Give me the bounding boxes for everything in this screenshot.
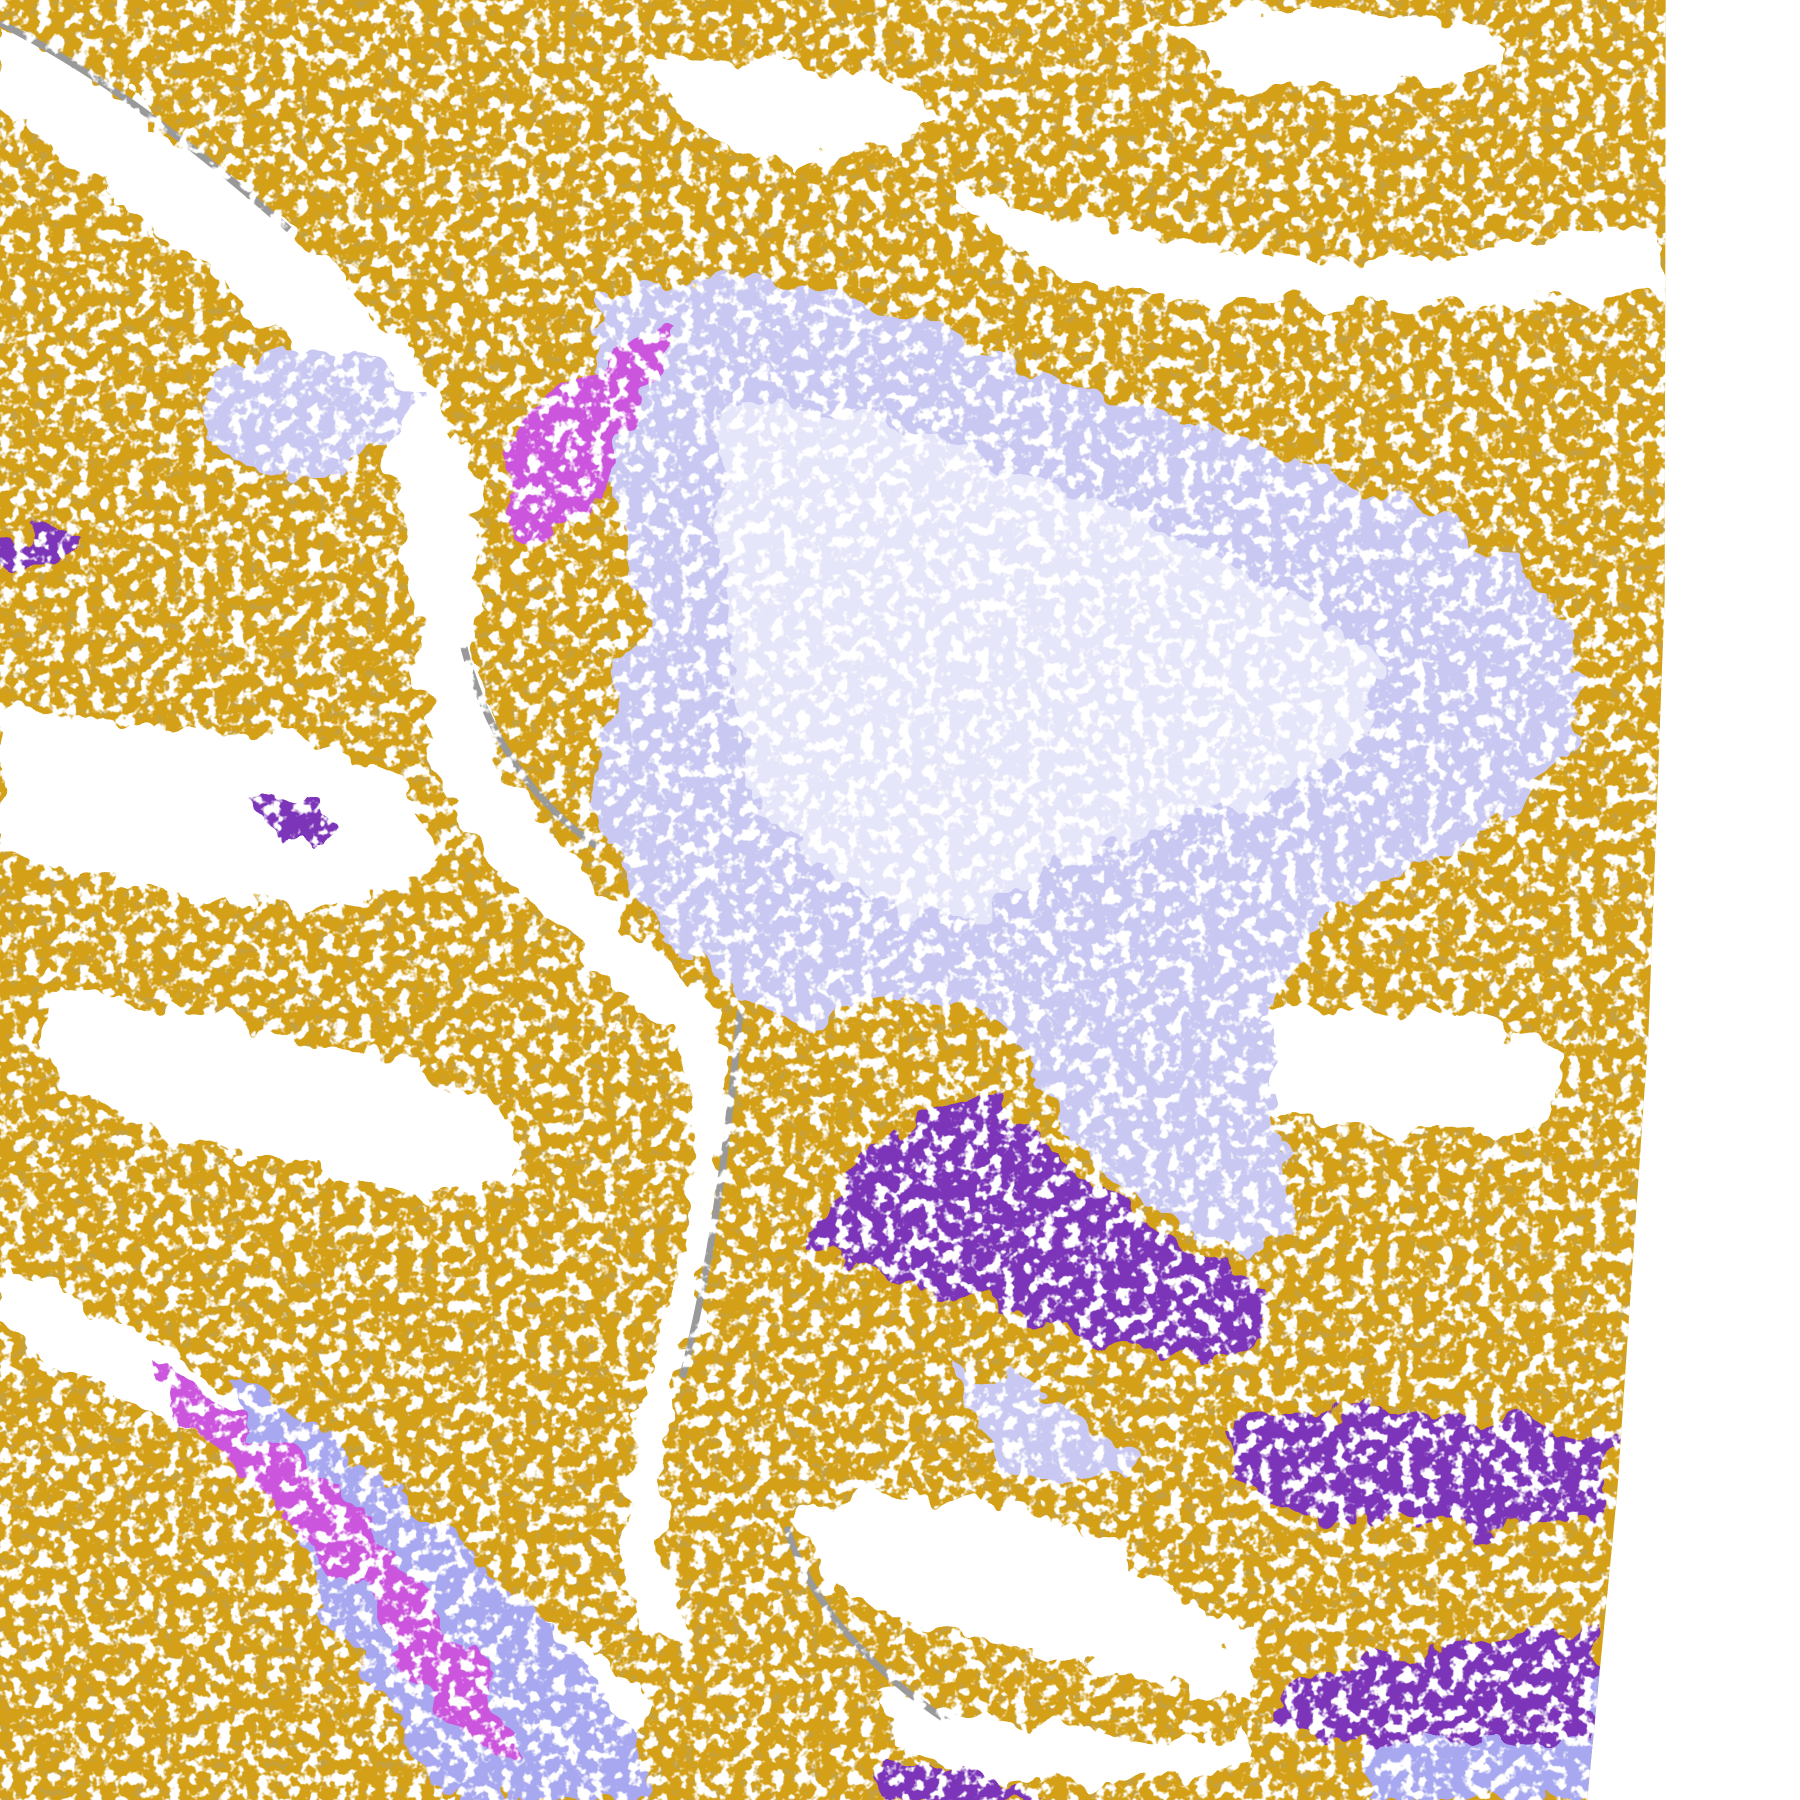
satellite-image	[0, 0, 1666, 1800]
white-speckle	[0, 0, 1666, 1800]
page	[0, 0, 1666, 1800]
swath	[0, 0, 1666, 1800]
